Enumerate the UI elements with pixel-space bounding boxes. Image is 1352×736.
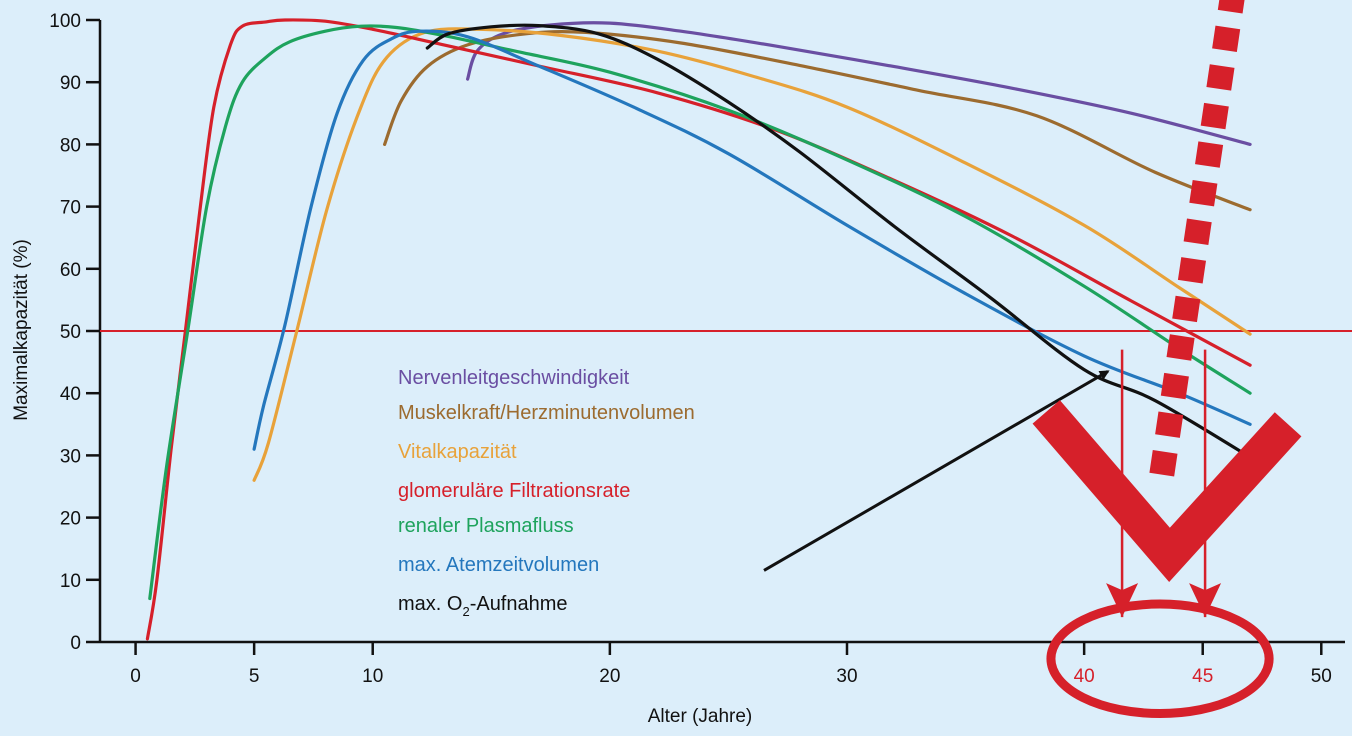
legend: Nervenleitgeschwindigkeit Muskelkraft/He… [398,367,695,619]
series-line-6 [425,23,1259,464]
x-tick-label-0: 0 [130,666,141,687]
y-tick-label-50: 50 [60,322,81,343]
y-tick-label-80: 80 [60,135,81,156]
series-line-4 [148,24,1252,601]
y-ticks: 0 10 20 30 40 50 60 70 80 90 100 [49,11,100,654]
x-tick-label-50: 50 [1311,666,1332,687]
y-tick-label-10: 10 [60,571,81,592]
series-line-1 [383,29,1252,212]
y-tick-label-20: 20 [60,509,81,530]
red-ellipse-annotation [1046,599,1274,719]
legend-label-2: Vitalkapazität [398,441,517,463]
x-axis-title: Alter (Jahre) [648,706,753,727]
legend-label-1: Muskelkraft/Herzminutenvolumen [398,402,695,424]
x-tick-label-30: 30 [836,666,857,687]
red-dashed-stroke-annotation [1147,0,1245,489]
legend-label-6-main: max. O [398,593,462,615]
series-lines [145,18,1259,641]
y-tick-label-60: 60 [60,260,81,281]
series-line-2 [252,27,1252,482]
y-tick-label-0: 0 [70,633,81,654]
legend-label-4: renaler Plasmafluss [398,515,574,537]
black-arrow-annotation [763,370,1110,572]
x-tick-label-20: 20 [599,666,620,687]
series-line-5 [252,29,1252,451]
y-axis-title: Maximalkapazität (%) [11,239,32,421]
series-line-0 [466,21,1252,146]
y-tick-label-70: 70 [60,198,81,219]
legend-label-6: max. O2-Aufnahme [398,593,568,619]
legend-label-5: max. Atemzeitvolumen [398,554,599,576]
x-tick-label-5: 5 [249,666,260,687]
x-tick-label-40: 40 [1074,666,1095,687]
annotations [763,0,1302,719]
legend-label-6-sub: 2 [462,604,469,619]
legend-label-3: glomeruläre Filtrationsrate [398,480,630,502]
series-line-3 [145,18,1252,641]
red-checkmark-annotation [1032,400,1302,583]
axes: 0 10 20 30 40 50 60 70 80 90 100 0 5 10 20 30 40 45 50 [49,11,1345,687]
x-ticks: 0 5 10 20 30 40 45 50 [130,642,1332,687]
x-tick-label-10: 10 [362,666,383,687]
y-tick-label-90: 90 [60,73,81,94]
x-tick-label-45: 45 [1192,666,1213,687]
legend-label-6-rest: -Aufnahme [470,593,568,615]
y-tick-label-100: 100 [49,11,81,32]
y-tick-label-30: 30 [60,446,81,467]
y-tick-label-40: 40 [60,384,81,405]
legend-label-0: Nervenleitgeschwindigkeit [398,367,630,389]
